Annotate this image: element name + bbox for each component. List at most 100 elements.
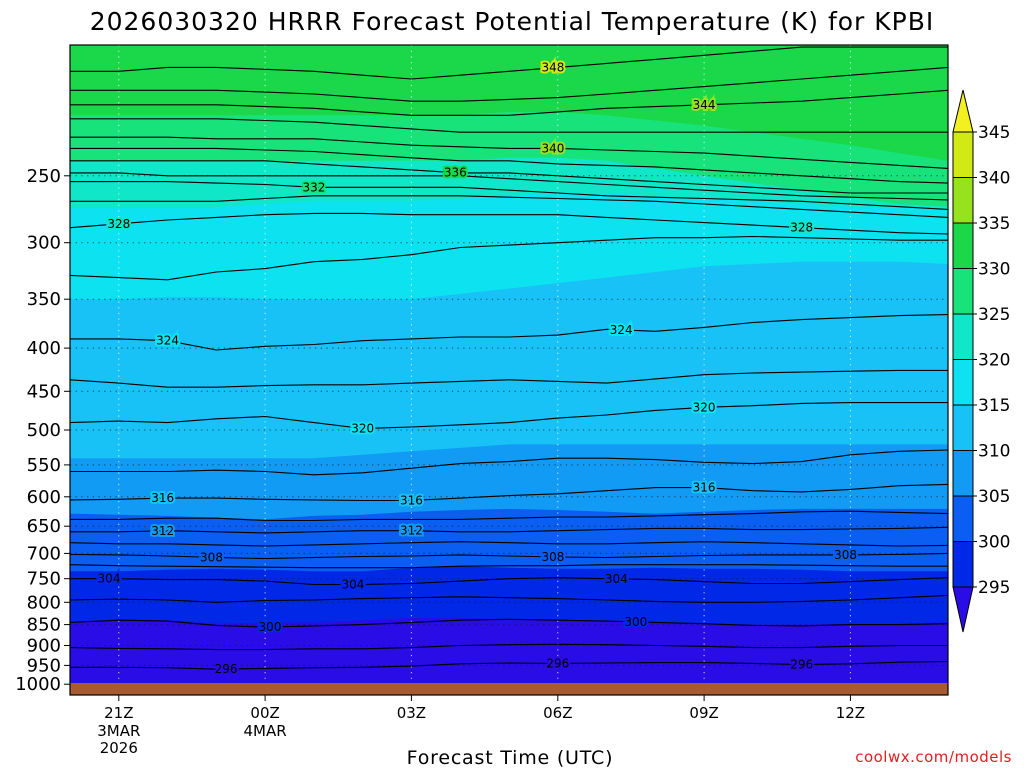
contour-306 <box>69 564 948 569</box>
contour-label-296: 296 <box>215 662 238 676</box>
colorbar-band-325 <box>952 268 974 315</box>
y-tick-label-700: 700 <box>27 543 61 564</box>
contour-label-316: 316 <box>151 491 174 505</box>
contour-label-320: 320 <box>351 422 374 436</box>
x-tick-sublabel-2026: 2026 <box>100 739 138 757</box>
contour-label-328: 328 <box>790 221 813 235</box>
x-tick-label-00Z: 00Z <box>250 704 279 722</box>
colorbar-band-330 <box>952 222 974 269</box>
contour-label-328: 328 <box>107 217 130 231</box>
contour-348 <box>70 46 948 80</box>
colorbar-band-320 <box>952 313 974 360</box>
x-tick-label-21Z: 21Z <box>104 704 133 722</box>
y-tick-label-450: 450 <box>27 381 61 402</box>
contour-342 <box>70 118 948 133</box>
contour-308 <box>69 552 949 560</box>
contour-340 <box>70 136 949 169</box>
contour-label-344: 344 <box>693 98 716 112</box>
contour-332 <box>70 181 949 210</box>
contour-label-308: 308 <box>541 550 564 564</box>
contour-label-320: 320 <box>693 400 716 414</box>
y-tick-label-600: 600 <box>27 487 61 508</box>
contour-label-340: 340 <box>541 141 564 155</box>
contour-label-312: 312 <box>151 524 174 538</box>
fill-band-337.5 <box>70 45 948 161</box>
colorbar-band-340 <box>952 131 974 178</box>
contour-346 <box>70 66 949 102</box>
y-tick-label-400: 400 <box>27 338 61 359</box>
y-tick-label-350: 350 <box>27 289 61 310</box>
contour-344 <box>70 89 949 116</box>
x-tick-label-12Z: 12Z <box>836 704 865 722</box>
y-tick-label-950: 950 <box>27 655 61 676</box>
contour-304 <box>70 577 949 586</box>
x-tick-sublabel-3MAR: 3MAR <box>97 722 140 740</box>
contour-314 <box>70 510 949 522</box>
y-tick-label-750: 750 <box>27 569 61 590</box>
contour-label-296: 296 <box>790 658 813 672</box>
y-axis: 2503003504004505005506006507007508008509… <box>15 166 70 695</box>
contour-label-304: 304 <box>98 572 121 586</box>
contour-label-348: 348 <box>541 61 564 75</box>
contour-318 <box>70 449 949 476</box>
y-tick-label-900: 900 <box>27 636 61 657</box>
colorbar-band-310 <box>952 404 974 451</box>
colorbar-label-300: 300 <box>978 533 1010 553</box>
contour-label-332: 332 <box>302 180 325 194</box>
contour-label-300: 300 <box>624 615 647 629</box>
contour-label-324: 324 <box>156 334 179 348</box>
contour-298 <box>69 643 948 651</box>
y-tick-label-550: 550 <box>27 455 61 476</box>
contour-330 <box>70 195 949 218</box>
contour-label-316: 316 <box>400 494 423 508</box>
colorbar-label-345: 345 <box>978 123 1010 143</box>
contour-label-308: 308 <box>200 550 223 564</box>
contour-296 <box>70 660 949 670</box>
colorbar-band-315 <box>952 359 974 406</box>
contour-300 <box>69 618 949 628</box>
colorbar-band-300 <box>952 495 974 542</box>
credit-text: coolwx.com/models <box>855 748 1012 766</box>
colorbar-label-310: 310 <box>978 442 1010 462</box>
colorbar-label-295: 295 <box>978 578 1010 598</box>
colorbar-over-triangle <box>952 89 974 133</box>
colorbar-label-320: 320 <box>978 351 1010 371</box>
contour-label-336: 336 <box>444 166 467 180</box>
y-tick-label-500: 500 <box>27 420 61 441</box>
contour-310 <box>69 541 949 547</box>
y-tick-label-800: 800 <box>27 592 61 613</box>
contour-328 <box>69 212 949 235</box>
contour-312 <box>70 526 949 534</box>
contour-label-308: 308 <box>834 548 857 562</box>
contour-336 <box>70 160 948 194</box>
colorbar-label-340: 340 <box>978 169 1010 189</box>
colorbar-label-335: 335 <box>978 214 1010 234</box>
contour-label-312: 312 <box>400 524 423 538</box>
colorbar-under-triangle <box>952 586 974 633</box>
contour-label-304: 304 <box>605 572 628 586</box>
ground-strip <box>70 683 948 695</box>
contour-316 <box>69 483 949 502</box>
x-tick-label-06Z: 06Z <box>543 704 572 722</box>
colorbar-band-335 <box>952 177 974 224</box>
x-tick-label-03Z: 03Z <box>397 704 426 722</box>
contour-302 <box>69 594 949 603</box>
x-tick-label-09Z: 09Z <box>689 704 718 722</box>
chart-title: 2026030320 HRRR Forecast Potential Tempe… <box>90 7 935 36</box>
contour-338 <box>70 147 949 184</box>
colorbar-band-295 <box>952 541 974 588</box>
y-tick-label-300: 300 <box>27 233 61 254</box>
plot-frame <box>69 44 949 696</box>
contour-label-296: 296 <box>546 656 569 670</box>
contour-label-304: 304 <box>341 578 364 592</box>
plot-area: 296 296 296 300 300 304 304 304 308 308 308 312 312 3… <box>69 44 949 696</box>
contour-label-300: 300 <box>259 620 282 634</box>
y-tick-label-650: 650 <box>27 516 61 537</box>
contour-334 <box>70 172 949 201</box>
x-axis-label: Forecast Time (UTC) <box>407 747 614 768</box>
contour-320 <box>69 402 948 430</box>
colorbar-label-330: 330 <box>978 260 1010 280</box>
contour-322 <box>69 369 948 388</box>
colorbar-band-305 <box>952 450 974 497</box>
